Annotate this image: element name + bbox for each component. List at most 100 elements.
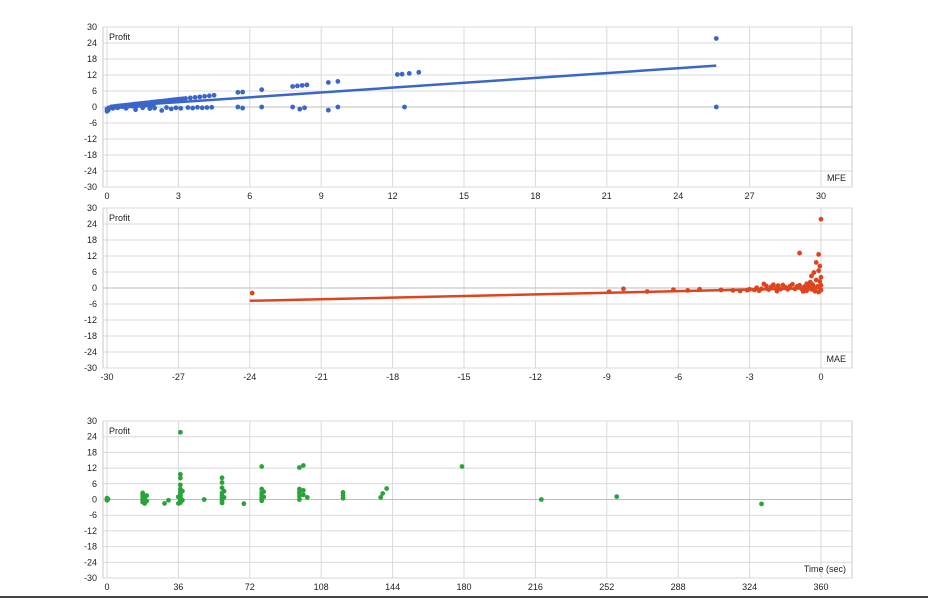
- data-point: [235, 89, 241, 95]
- data-point: [818, 282, 824, 288]
- y-tick-label: 24: [87, 432, 97, 442]
- data-point: [302, 105, 307, 111]
- data-point: [737, 288, 743, 294]
- data-point: [685, 288, 691, 293]
- data-point: [211, 92, 217, 98]
- x-tick-label: 252: [599, 582, 614, 592]
- x-tick-label: 72: [245, 582, 255, 592]
- x-tick-label: 144: [385, 582, 400, 592]
- data-point: [399, 71, 405, 77]
- y-tick-label: 6: [92, 479, 97, 489]
- data-point: [812, 288, 818, 294]
- data-point: [813, 277, 819, 283]
- y-tick-label: -24: [84, 557, 97, 567]
- data-point: [786, 285, 792, 291]
- data-point: [763, 283, 769, 289]
- x-tick-label: 0: [104, 582, 109, 592]
- y-tick-label: 24: [87, 219, 97, 229]
- y-tick-label: -12: [84, 315, 97, 325]
- data-point: [168, 106, 174, 112]
- data-point: [261, 494, 267, 500]
- data-point: [241, 501, 247, 507]
- x-tick-label: -6: [674, 372, 682, 382]
- y-tick-label: 0: [92, 102, 97, 112]
- x-axis-label: Time (sec): [804, 564, 846, 574]
- y-tick-label: 30: [87, 203, 97, 213]
- data-point: [209, 104, 215, 110]
- data-point: [261, 489, 267, 495]
- data-point: [340, 495, 346, 501]
- x-tick-label: 18: [530, 191, 540, 201]
- y-axis-label: Profit: [109, 426, 131, 436]
- data-point: [123, 105, 129, 111]
- data-point: [300, 487, 306, 493]
- data-point: [406, 71, 412, 76]
- y-tick-label: 18: [87, 447, 97, 457]
- data-point: [296, 497, 302, 502]
- data-point: [177, 482, 183, 488]
- data-point: [300, 492, 306, 498]
- data-point: [818, 287, 824, 293]
- data-point: [299, 83, 305, 88]
- x-axis-label: MFE: [827, 173, 846, 183]
- data-point: [697, 286, 703, 292]
- data-point: [809, 273, 814, 279]
- x-tick-label: 12: [388, 191, 398, 201]
- data-point: [335, 104, 341, 110]
- data-point: [797, 282, 802, 288]
- data-point: [774, 288, 780, 294]
- data-point: [805, 285, 811, 290]
- data-point: [201, 497, 207, 502]
- data-point: [775, 283, 781, 288]
- x-tick-label: -21: [315, 372, 328, 382]
- data-point: [394, 72, 400, 77]
- x-tick-label: 0: [104, 191, 109, 201]
- y-tick-label: -24: [84, 166, 97, 176]
- data-point: [140, 490, 146, 496]
- data-point: [304, 82, 310, 88]
- data-point: [206, 93, 212, 99]
- data-point: [296, 493, 302, 499]
- x-tick-label: -24: [243, 372, 256, 382]
- data-point: [816, 268, 822, 274]
- x-tick-label: 108: [314, 582, 329, 592]
- y-tick-label: -24: [84, 347, 97, 357]
- x-tick-label: -27: [172, 372, 185, 382]
- data-point: [159, 108, 165, 113]
- data-point: [606, 289, 612, 295]
- data-point: [297, 106, 303, 112]
- data-point: [177, 475, 183, 481]
- data-point: [240, 105, 246, 111]
- data-point: [296, 486, 302, 492]
- data-point: [817, 263, 823, 269]
- data-point: [800, 289, 806, 294]
- data-point: [817, 279, 823, 284]
- data-point: [162, 501, 167, 506]
- data-point: [176, 494, 181, 500]
- data-point: [295, 83, 300, 89]
- data-point: [771, 282, 776, 288]
- x-tick-label: -12: [529, 372, 542, 382]
- y-tick-label: -18: [84, 150, 97, 160]
- data-point: [259, 87, 265, 93]
- data-point: [797, 250, 802, 256]
- data-point: [240, 89, 246, 95]
- data-point: [621, 286, 626, 292]
- data-point: [176, 501, 181, 506]
- chart-panel-time: 30 24 18 12 6 0 -6 -12 -18 -24 -30 0 36 72 108 144 180 21…: [84, 416, 853, 592]
- data-point: [778, 286, 783, 292]
- x-tick-label: 27: [745, 191, 755, 201]
- data-point: [325, 80, 331, 85]
- y-tick-label: -30: [84, 363, 97, 373]
- data-point: [296, 465, 302, 470]
- data-point: [325, 107, 331, 113]
- x-tick-label: -30: [100, 372, 113, 382]
- data-point: [197, 94, 203, 100]
- data-point: [459, 464, 465, 469]
- x-tick-label: 180: [456, 582, 471, 592]
- data-point: [259, 104, 265, 110]
- data-point: [190, 105, 196, 111]
- data-point: [164, 105, 169, 110]
- data-point: [402, 104, 407, 110]
